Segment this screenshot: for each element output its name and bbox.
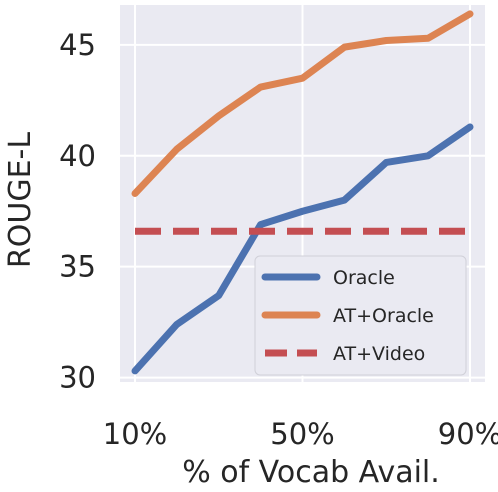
series-line-0 [131,123,474,375]
legend-label: Oracle [333,267,395,289]
series-line-1 [131,10,474,197]
legend: Oracle AT+Oracle AT+Video [254,255,467,376]
y-tick-label: 30 [59,361,96,395]
series-layer [131,10,474,375]
y-tick-label: 35 [59,250,96,284]
legend-box [254,255,467,376]
legend-label: AT+Video [333,343,425,365]
tick-labels: 30 35 40 45 10% 50% 90% [59,28,498,451]
x-tick-label: 90% [438,417,498,451]
x-axis-label: % of Vocab Avail. [182,455,440,490]
y-tick-label: 40 [59,139,96,173]
y-tick-label: 45 [59,28,96,62]
x-tick-label: 10% [103,417,167,451]
y-axis-label: ROUGE-L [3,132,38,268]
legend-label: AT+Oracle [333,305,434,327]
x-tick-label: 50% [270,417,334,451]
